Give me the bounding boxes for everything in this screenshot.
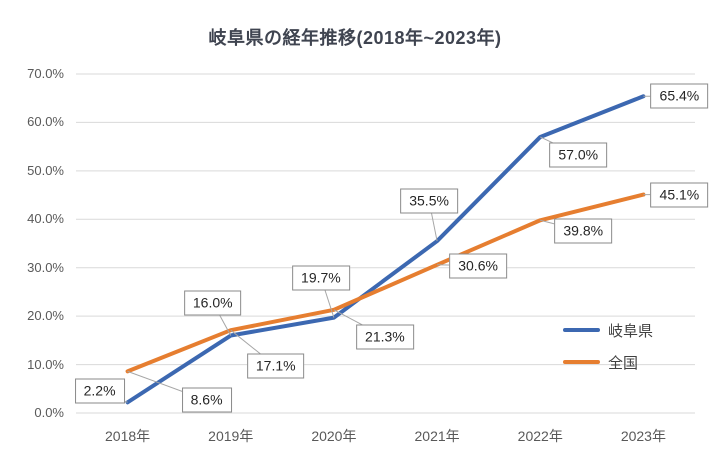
- x-axis-tick-label: 2021年: [414, 428, 460, 444]
- legend-label-national: 全国: [608, 354, 639, 372]
- y-axis-tick-label: 30.0%: [27, 259, 64, 275]
- data-label-national-2019年: 17.1%: [246, 353, 305, 379]
- x-axis-tick-label: 2018年: [105, 428, 151, 444]
- x-axis-tick-label: 2020年: [311, 428, 357, 444]
- data-label-national-2022年: 39.8%: [554, 218, 613, 244]
- series-line-national: [125, 192, 646, 374]
- data-label-gifu-2018年: 2.2%: [74, 378, 125, 404]
- legend-line-swatch-gifu-icon: [563, 328, 600, 332]
- y-axis-tick-label: 20.0%: [27, 308, 64, 324]
- data-label-gifu-2022年: 57.0%: [549, 142, 608, 168]
- legend-item-gifu: 岐阜県: [563, 319, 653, 341]
- data-label-national-2018年: 8.6%: [181, 387, 232, 413]
- legend-label-gifu: 岐阜県: [608, 322, 654, 340]
- x-axis-tick-label: 2023年: [620, 428, 666, 444]
- chart-title: 岐阜県の経年推移(2018年~2023年): [208, 28, 502, 48]
- x-axis-tick-label: 2019年: [208, 428, 254, 444]
- y-axis-tick-label: 0.0%: [34, 405, 64, 420]
- data-label-national-2021年: 30.6%: [449, 253, 507, 279]
- y-axis-tick-label: 60.0%: [27, 114, 64, 130]
- x-axis-tick-label: 2022年: [517, 428, 563, 444]
- data-label-gifu-2023年: 65.4%: [650, 83, 709, 109]
- y-axis-tick-label: 70.0%: [27, 66, 64, 81]
- y-axis-tick-label: 10.0%: [27, 356, 64, 372]
- legend: 岐阜県 全国: [563, 319, 653, 383]
- data-label-gifu-2020年: 19.7%: [292, 265, 350, 291]
- y-axis-tick-label: 40.0%: [27, 211, 64, 227]
- series-line-gifu: [125, 94, 646, 405]
- data-label-national-2020年: 21.3%: [356, 324, 414, 350]
- legend-item-national: 全国: [563, 351, 653, 373]
- data-label-gifu-2019年: 16.0%: [183, 290, 242, 315]
- y-axis-tick-label: 50.0%: [27, 162, 64, 178]
- data-label-national-2023年: 45.1%: [650, 182, 709, 208]
- data-label-gifu-2021年: 35.5%: [400, 188, 458, 214]
- legend-line-swatch-national-icon: [563, 360, 600, 364]
